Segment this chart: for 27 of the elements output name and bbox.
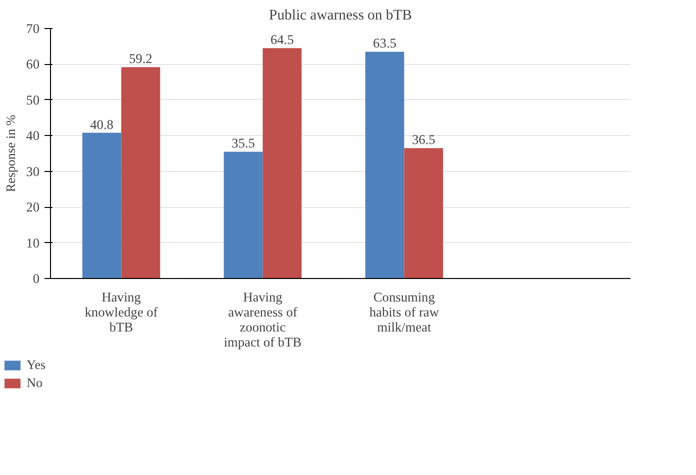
legend-label: Yes xyxy=(26,357,47,373)
y-tick-label: 10 xyxy=(26,235,40,250)
x-tick-label: Having knowledge of bTB xyxy=(84,290,158,334)
data-label: 36.5 xyxy=(412,132,436,148)
y-axis-title: Response in % xyxy=(3,114,18,192)
y-tick-label: 50 xyxy=(26,92,40,108)
bar xyxy=(365,52,404,278)
x-tick-label: Consuming habits of raw milk/meat xyxy=(369,290,440,334)
bar xyxy=(224,152,263,278)
bar xyxy=(82,132,122,278)
bar xyxy=(121,67,160,278)
x-tick-label: Having awareness of zoonotic impact of bTB xyxy=(224,290,302,350)
y-tick-label: 40 xyxy=(26,128,40,144)
data-label: 59.2 xyxy=(129,51,152,66)
y-tick-label: 0 xyxy=(32,271,40,286)
y-tick-label: 30 xyxy=(26,164,40,179)
chart-title: Public awarness on bTB xyxy=(269,8,412,24)
legend-label: No xyxy=(26,375,44,391)
bar xyxy=(404,148,444,278)
data-label: 40.8 xyxy=(90,116,114,132)
y-tick-label: 70 xyxy=(26,21,40,36)
y-tick-label: 20 xyxy=(26,200,40,215)
data-label: 63.5 xyxy=(373,36,397,51)
data-label: 64.5 xyxy=(270,32,294,48)
bar xyxy=(262,48,302,278)
data-label: 35.5 xyxy=(232,136,256,151)
y-tick-label: 60 xyxy=(26,56,40,72)
